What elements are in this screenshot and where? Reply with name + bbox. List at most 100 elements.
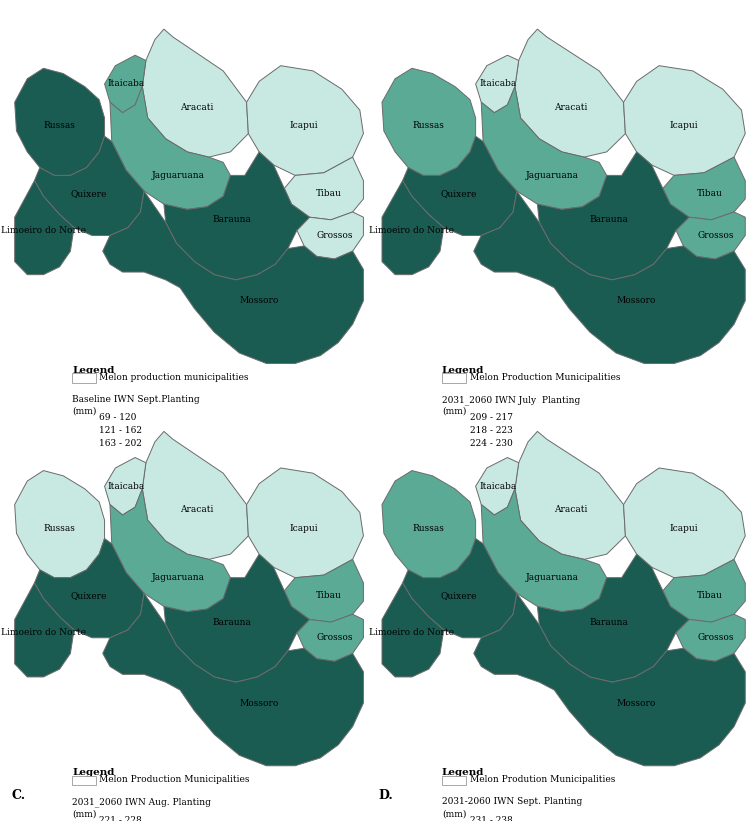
Text: Russas: Russas — [43, 122, 76, 131]
Text: Quixere: Quixere — [70, 189, 106, 198]
Polygon shape — [382, 470, 476, 578]
Text: Melon Production Municipalities: Melon Production Municipalities — [470, 373, 620, 382]
Polygon shape — [663, 157, 745, 220]
Polygon shape — [481, 86, 607, 209]
Polygon shape — [538, 554, 689, 682]
Text: 121 - 162: 121 - 162 — [99, 426, 142, 435]
Bar — [442, 426, 466, 436]
Polygon shape — [34, 539, 144, 638]
Text: Russas: Russas — [413, 524, 445, 533]
Text: Russas: Russas — [43, 524, 76, 533]
Bar — [72, 374, 96, 383]
Text: Aracati: Aracati — [180, 505, 213, 514]
Text: Russas: Russas — [413, 122, 445, 131]
Polygon shape — [15, 583, 74, 677]
Polygon shape — [297, 212, 363, 259]
Text: 2031_2060 IWN Aug. Planting: 2031_2060 IWN Aug. Planting — [72, 797, 211, 807]
Polygon shape — [285, 559, 363, 622]
Text: Legend: Legend — [72, 768, 115, 777]
Text: Jaguaruana: Jaguaruana — [152, 573, 204, 582]
Text: Icapui: Icapui — [669, 524, 698, 533]
Text: Barauna: Barauna — [589, 617, 628, 626]
Text: Legend: Legend — [442, 768, 485, 777]
Bar — [72, 413, 96, 423]
Polygon shape — [663, 559, 745, 622]
Text: 231 - 238: 231 - 238 — [470, 815, 513, 821]
Polygon shape — [105, 55, 146, 112]
Text: Mossoro: Mossoro — [240, 699, 279, 708]
Text: 221 - 228: 221 - 228 — [99, 815, 142, 821]
Polygon shape — [285, 157, 363, 220]
Text: Aracati: Aracati — [554, 505, 588, 514]
Text: D.: D. — [378, 789, 393, 802]
Text: Legend: Legend — [72, 366, 115, 375]
Polygon shape — [473, 191, 745, 364]
Text: C.: C. — [11, 789, 25, 802]
Text: Limoeiro do Norte: Limoeiro do Norte — [369, 226, 455, 235]
Polygon shape — [382, 181, 443, 275]
Text: Tibau: Tibau — [316, 591, 342, 600]
Text: Jaguaruana: Jaguaruana — [526, 171, 579, 180]
Bar — [442, 374, 466, 383]
Polygon shape — [246, 468, 363, 578]
Polygon shape — [142, 431, 249, 559]
Polygon shape — [676, 614, 745, 661]
Bar — [72, 776, 96, 785]
Polygon shape — [403, 539, 517, 638]
Text: Limoeiro do Norte: Limoeiro do Norte — [1, 628, 86, 637]
Text: Icapui: Icapui — [290, 524, 318, 533]
Text: 218 - 223: 218 - 223 — [470, 426, 513, 435]
Text: Quixere: Quixere — [70, 591, 106, 600]
Polygon shape — [623, 468, 745, 578]
Text: Grossos: Grossos — [697, 231, 733, 240]
Polygon shape — [382, 68, 476, 176]
Text: Mossoro: Mossoro — [617, 699, 656, 708]
Polygon shape — [142, 29, 249, 157]
Text: Melon Production Municipalities: Melon Production Municipalities — [99, 775, 249, 784]
Polygon shape — [164, 152, 309, 280]
Polygon shape — [297, 614, 363, 661]
Text: Itaicaba: Itaicaba — [108, 482, 145, 491]
Polygon shape — [110, 488, 231, 612]
Polygon shape — [105, 457, 146, 515]
Text: Barauna: Barauna — [589, 215, 628, 224]
Polygon shape — [403, 136, 517, 236]
Text: Icapui: Icapui — [290, 122, 318, 131]
Text: 209 - 217: 209 - 217 — [470, 413, 513, 422]
Bar — [442, 439, 466, 448]
Polygon shape — [382, 583, 443, 677]
Text: 163 - 202: 163 - 202 — [99, 439, 142, 448]
Text: (mm): (mm) — [72, 407, 97, 416]
Polygon shape — [15, 68, 105, 176]
Text: Limoeiro do Norte: Limoeiro do Norte — [1, 226, 86, 235]
Bar — [442, 815, 466, 821]
Polygon shape — [538, 152, 689, 280]
Polygon shape — [623, 66, 745, 176]
Text: Tibau: Tibau — [697, 189, 723, 198]
Text: Itaicaba: Itaicaba — [479, 482, 517, 491]
Polygon shape — [103, 191, 363, 364]
Polygon shape — [15, 470, 105, 578]
Text: Aracati: Aracati — [180, 103, 213, 112]
Polygon shape — [164, 554, 309, 682]
Text: Mossoro: Mossoro — [240, 296, 279, 305]
Text: Grossos: Grossos — [697, 633, 733, 642]
Text: Grossos: Grossos — [316, 231, 353, 240]
Text: Melon production municipalities: Melon production municipalities — [99, 373, 249, 382]
Polygon shape — [473, 594, 745, 766]
Polygon shape — [515, 431, 625, 559]
Polygon shape — [15, 181, 74, 275]
Text: Melon Prodution Municipalities: Melon Prodution Municipalities — [470, 775, 616, 784]
Text: Itaicaba: Itaicaba — [479, 80, 517, 89]
Polygon shape — [103, 594, 363, 766]
Polygon shape — [34, 136, 144, 236]
Text: Itaicaba: Itaicaba — [108, 80, 145, 89]
Polygon shape — [246, 66, 363, 176]
Text: Aracati: Aracati — [554, 103, 588, 112]
Text: Icapui: Icapui — [669, 122, 698, 131]
Text: Tibau: Tibau — [697, 591, 723, 600]
Text: Baseline IWN Sept.Planting: Baseline IWN Sept.Planting — [72, 395, 200, 404]
Text: Grossos: Grossos — [316, 633, 353, 642]
Text: Limoeiro do Norte: Limoeiro do Norte — [369, 628, 455, 637]
Polygon shape — [515, 29, 625, 157]
